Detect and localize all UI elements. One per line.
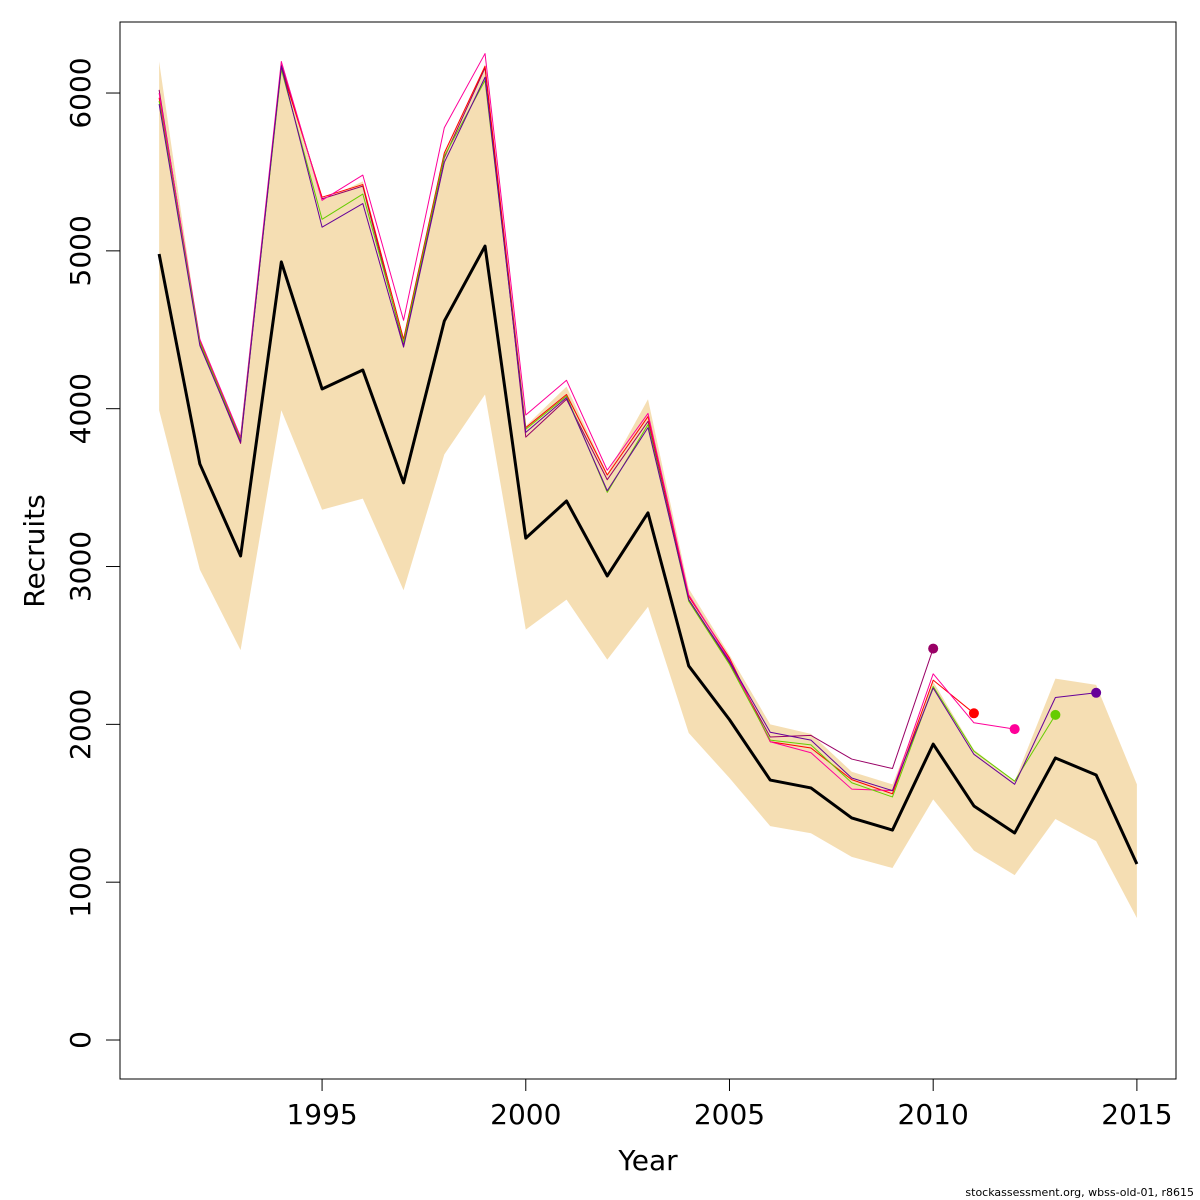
x-tick-label: 2005 <box>694 1098 765 1131</box>
y-tick-label: 6000 <box>64 57 97 128</box>
end-point <box>1091 687 1102 698</box>
y-axis-label: Recruits <box>18 494 51 607</box>
y-tick-label: 5000 <box>64 215 97 286</box>
y-tick-label: 3000 <box>64 531 97 602</box>
confidence-band <box>159 61 1137 919</box>
series-line <box>158 65 1097 792</box>
series-line <box>158 65 975 795</box>
y-tick-label: 1000 <box>64 847 97 918</box>
end-point <box>1050 709 1061 720</box>
end-point <box>928 643 939 654</box>
end-point <box>1009 724 1020 735</box>
y-tick-label: 4000 <box>64 373 97 444</box>
x-tick-label: 1995 <box>286 1098 357 1131</box>
series-line <box>158 68 1056 798</box>
end-point <box>968 708 979 719</box>
series-line <box>157 244 1139 865</box>
x-tick-label: 2000 <box>490 1098 561 1131</box>
y-tick-label: 2000 <box>64 689 97 760</box>
x-tick-label: 2010 <box>898 1098 969 1131</box>
plot-frame <box>119 21 1177 1080</box>
x-axis-label: Year <box>617 1144 678 1177</box>
y-tick-label: 0 <box>64 1031 97 1049</box>
footnote: stockassessment.org, wbss-old-01, r8615 <box>965 1186 1194 1199</box>
series-line <box>158 64 934 770</box>
x-tick-label: 2015 <box>1101 1098 1172 1131</box>
